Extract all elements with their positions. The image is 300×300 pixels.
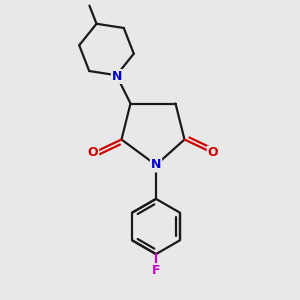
Text: F: F bbox=[152, 264, 160, 277]
Text: O: O bbox=[208, 146, 218, 160]
Text: N: N bbox=[112, 70, 122, 83]
Text: N: N bbox=[151, 158, 161, 172]
Text: O: O bbox=[88, 146, 98, 160]
